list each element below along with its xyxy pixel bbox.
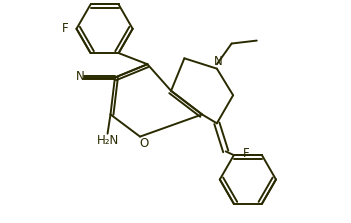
Text: N: N xyxy=(76,70,85,83)
Text: H₂N: H₂N xyxy=(97,134,119,147)
Text: F: F xyxy=(62,22,68,35)
Text: F: F xyxy=(243,147,250,160)
Text: O: O xyxy=(139,137,148,150)
Text: N: N xyxy=(214,55,223,68)
